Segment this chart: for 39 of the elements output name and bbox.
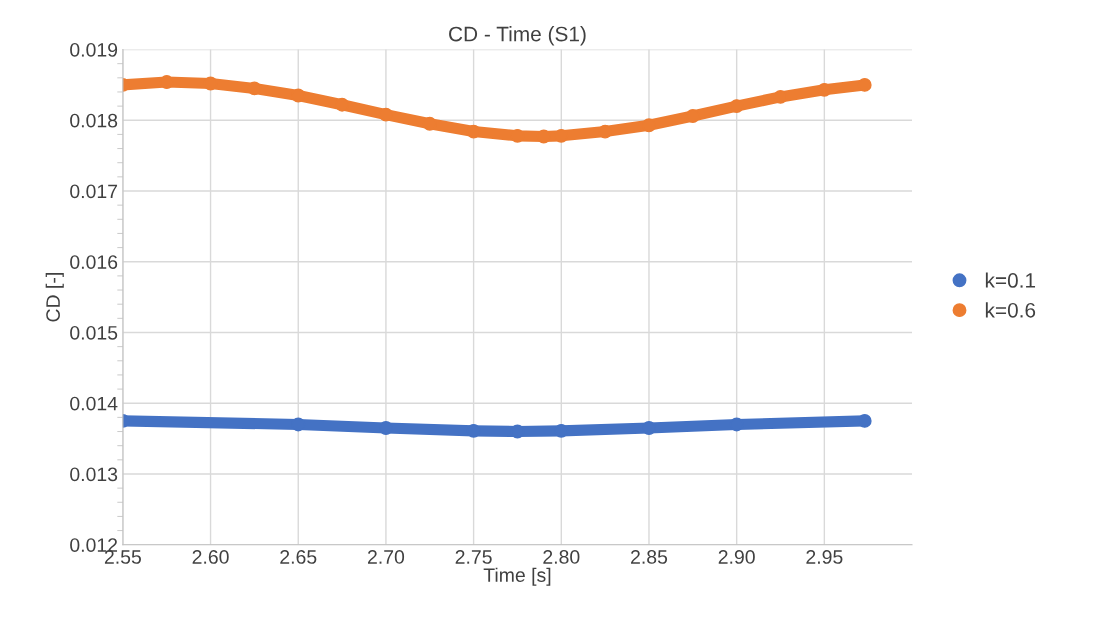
point (817, 82, 832, 97)
y-tick-label: 0.014 (70, 396, 118, 411)
point (642, 118, 656, 133)
x-tick-label: 2.75 (455, 550, 492, 564)
y-tick-label: 0.017 (70, 184, 118, 199)
point (291, 417, 306, 432)
x-tick-label: 2.80 (543, 550, 580, 564)
y-axis-title: CD [-] (45, 273, 64, 322)
legend-label: k=0.6 (985, 302, 1036, 318)
point (773, 89, 788, 104)
y-tick-label: 0.018 (70, 113, 118, 128)
y-tick-label: 0.016 (70, 255, 118, 269)
point (422, 116, 437, 131)
point (466, 124, 481, 139)
point (642, 421, 656, 435)
x-tick-label: 2.60 (192, 550, 229, 564)
point (203, 76, 218, 91)
chart-title: CD - Time (S1) (449, 26, 586, 46)
x-tick-label: 2.90 (718, 550, 755, 564)
y-tick-label: 0.012 (70, 538, 118, 552)
point (291, 88, 306, 103)
point (729, 417, 744, 432)
point (554, 128, 569, 143)
x-tick-label: 2.85 (631, 550, 668, 564)
x-tick-label: 2.55 (104, 550, 141, 564)
legend-label: k=0.1 (985, 272, 1036, 288)
x-tick-label: 2.95 (806, 550, 843, 564)
y-tick-label: 0.019 (70, 42, 118, 57)
x-tick-label: 2.65 (280, 550, 317, 564)
point (378, 107, 393, 122)
x-axis-title: Time [s] (483, 567, 551, 586)
point (335, 97, 350, 112)
y-tick-label: 0.015 (70, 325, 118, 340)
point (247, 81, 262, 96)
point (598, 124, 613, 139)
point (685, 109, 700, 123)
point (729, 99, 744, 114)
x-tick-label: 2.70 (367, 550, 405, 564)
y-tick-label: 0.013 (70, 467, 118, 482)
